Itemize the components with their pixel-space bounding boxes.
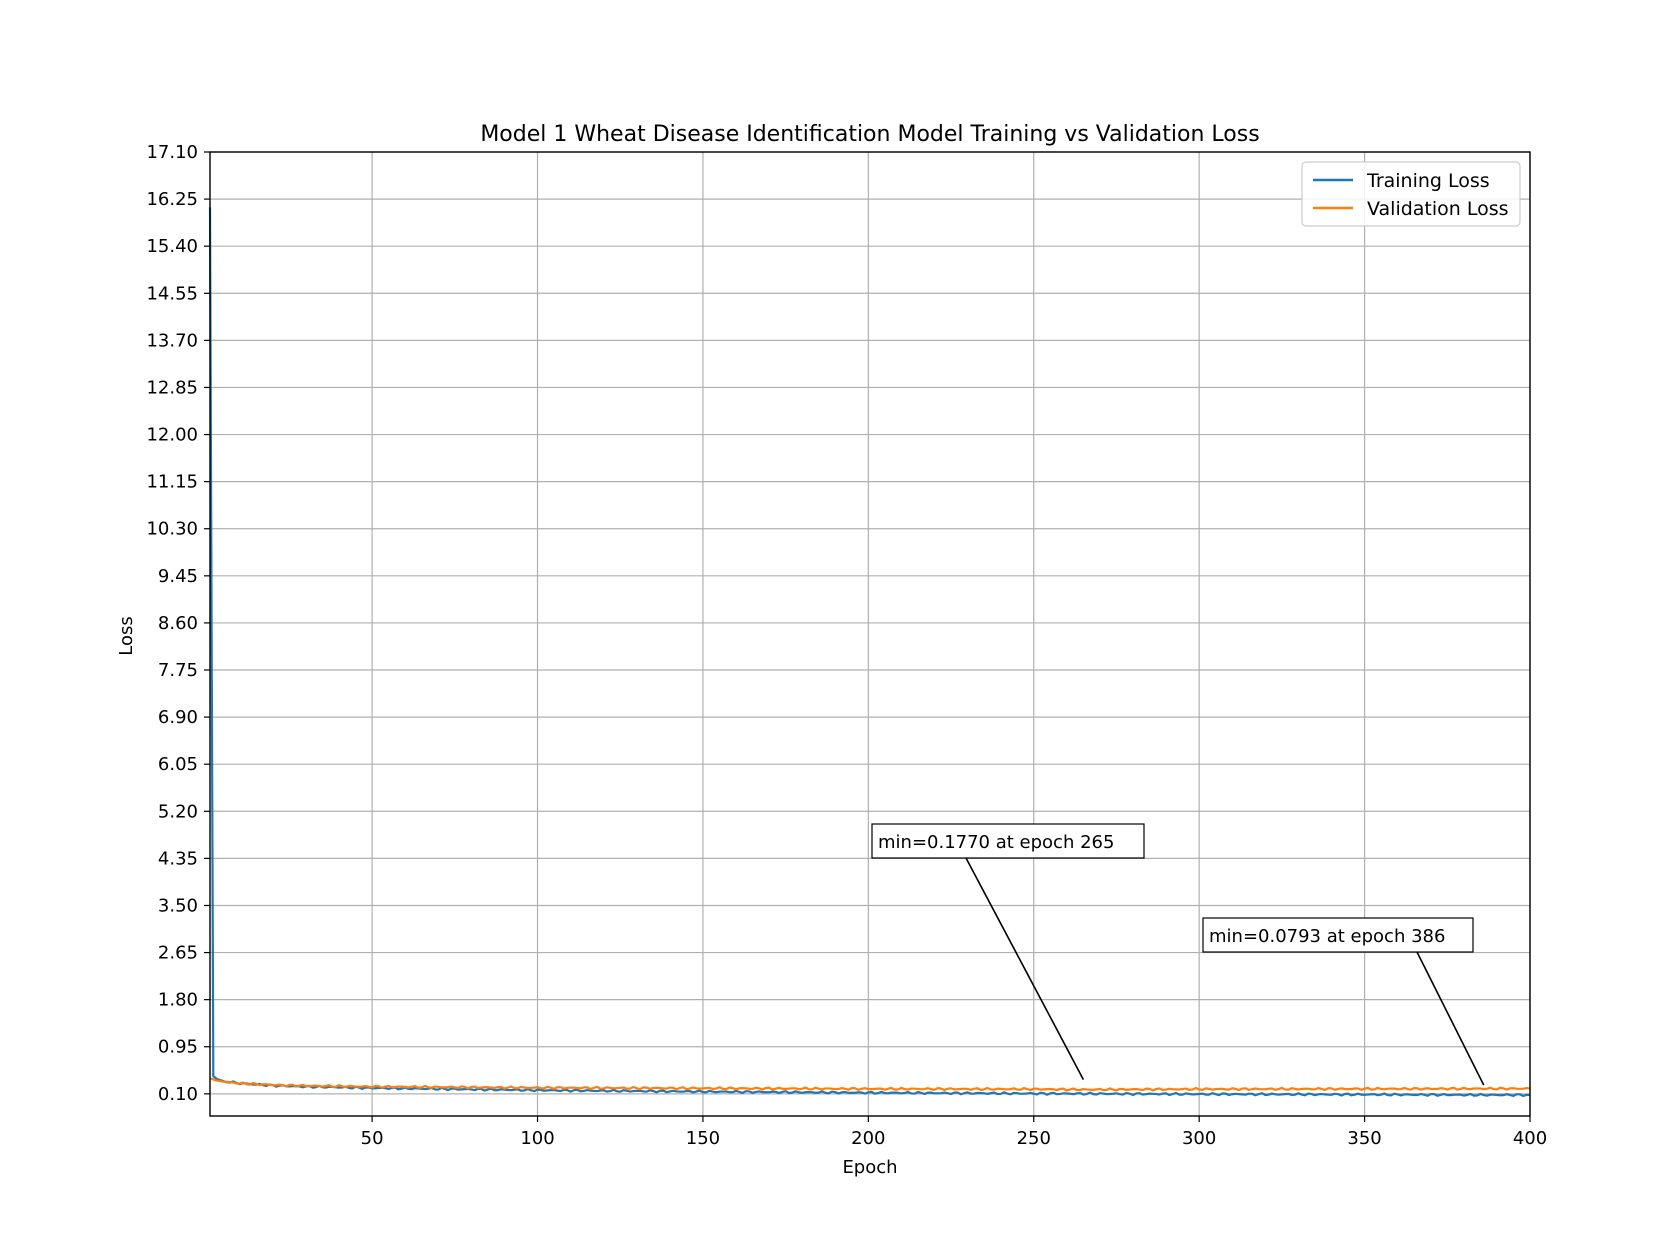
x-tick-label: 300 <box>1182 1128 1216 1149</box>
y-tick-label: 16.25 <box>146 189 198 210</box>
y-tick-label: 5.20 <box>158 801 198 822</box>
annotation-arrow <box>965 857 1085 1080</box>
x-axis-title: Epoch <box>842 1157 897 1178</box>
y-tick-label: 9.45 <box>158 566 198 587</box>
y-tick-label: 10.30 <box>146 519 198 540</box>
series-lines <box>208 207 1531 1098</box>
annotation-box <box>1202 917 1474 953</box>
x-tick-label: 400 <box>1513 1128 1547 1149</box>
y-tick-label: 17.10 <box>146 142 198 163</box>
legend-box <box>1301 161 1521 227</box>
y-tick-label: 8.60 <box>158 613 198 634</box>
y-tick-label: 15.40 <box>146 236 198 257</box>
x-tick-label: 50 <box>361 1128 384 1149</box>
y-tick-label: 12.00 <box>146 425 198 446</box>
legend-label: Training Loss <box>1366 170 1490 192</box>
y-axis-title: Loss <box>116 616 137 655</box>
x-tick-label: 250 <box>1017 1128 1051 1149</box>
y-tick-label: 2.65 <box>158 943 198 964</box>
y-tick-label: 0.10 <box>158 1084 198 1105</box>
annotation-arrow <box>1416 951 1485 1086</box>
y-tick-label: 0.95 <box>158 1037 198 1058</box>
x-tick-label: 100 <box>520 1128 554 1149</box>
y-tick-label: 14.55 <box>146 283 198 304</box>
series-line-validation-loss <box>209 1077 1531 1092</box>
y-tick-label: 11.15 <box>146 472 198 493</box>
chart-title: Model 1 Wheat Disease Identification Mod… <box>480 122 1259 147</box>
y-axis-ticks: 0.10 0.95 1.80 2.65 3.50 4.35 5.20 6.05 6.90 7.75… <box>146 142 210 1105</box>
grid <box>210 151 1531 1116</box>
x-axis-ticks: 50 100 150 200 250 300 350 400 <box>361 1116 1547 1149</box>
x-tick-label: 200 <box>851 1128 885 1149</box>
legend: Training Loss Validation Loss <box>1301 161 1521 227</box>
y-tick-label: 4.35 <box>158 848 198 869</box>
annotation-box <box>871 823 1145 859</box>
y-tick-label: 6.90 <box>158 707 198 728</box>
x-tick-label: 150 <box>686 1128 720 1149</box>
y-tick-label: 1.80 <box>158 990 198 1011</box>
annotation-label: min=0.1770 at epoch 265 <box>878 832 1114 853</box>
annotations: min=0.1770 at epoch 265 min=0.0793 at epo… <box>871 823 1485 1086</box>
y-tick-label: 7.75 <box>158 660 198 681</box>
y-tick-label: 13.70 <box>146 330 198 351</box>
x-tick-label: 350 <box>1347 1128 1381 1149</box>
legend-label: Validation Loss <box>1367 198 1509 220</box>
y-tick-label: 3.50 <box>158 895 198 916</box>
y-tick-label: 12.85 <box>146 377 198 398</box>
plot-frame <box>209 151 1531 1117</box>
annotation-label: min=0.0793 at epoch 386 <box>1209 926 1445 947</box>
y-tick-label: 6.05 <box>158 754 198 775</box>
